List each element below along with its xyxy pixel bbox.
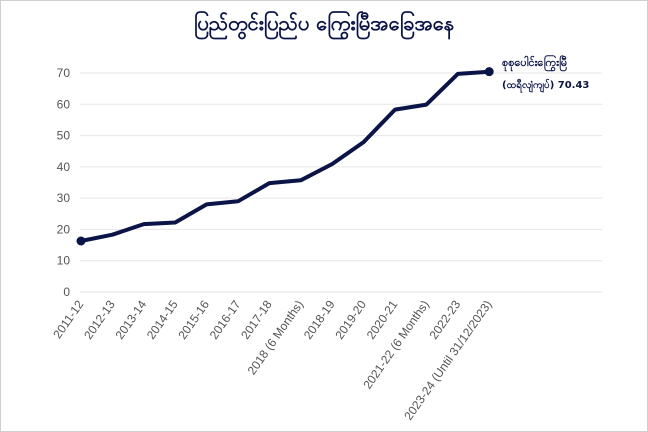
y-tick-label: 70 [57,66,71,80]
y-tick-label: 50 [57,129,71,143]
series-line [79,69,492,243]
y-tick-label: 10 [57,254,71,268]
y-tick-label: 30 [57,191,71,205]
x-tick-label: 2015-16 [175,297,212,341]
series-layer [76,67,494,246]
end-annotation-value: (ထရီလျံကျပ်) 70.43 [502,78,589,94]
x-tick-label: 2013-14 [113,297,150,341]
chart-title: ပြည်တွင်းပြည်ပ ကြွေးမြီအခြေအနေ [193,11,455,35]
y-tick-label: 20 [57,222,71,236]
x-tick-label: 2016-17 [207,297,244,341]
grid-layer [80,72,602,293]
y-axis-ticks: 0 10 20 30 40 50 60 70 [57,66,71,299]
y-tick-label: 0 [63,285,70,299]
y-tick-label: 40 [57,160,71,174]
annotation-layer: စုစုပေါင်းကြွေးမြီ (ထရီလျံကျပ်) 70.43 [502,54,589,94]
x-tick-label: 2014-15 [144,297,181,341]
y-tick-label: 60 [57,97,71,111]
start-point-marker [76,236,86,246]
x-tick-label: 2019-20 [332,297,369,341]
x-tick-label: 2018-19 [301,297,338,341]
end-annotation-title: စုစုပေါင်းကြွေးမြီ [502,54,567,72]
x-tick-label: 2012-13 [81,297,118,341]
end-point-marker [484,67,494,77]
x-axis-ticks: 2011-122012-132013-142014-152015-162016-… [50,297,494,422]
